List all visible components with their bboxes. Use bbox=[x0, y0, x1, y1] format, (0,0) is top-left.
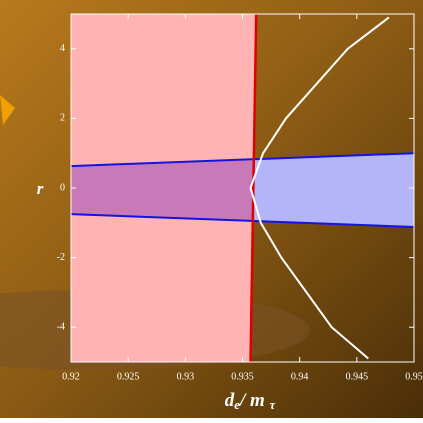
y-axis-label: r bbox=[37, 179, 44, 198]
y-tick-label: 0 bbox=[60, 182, 65, 193]
y-tick-label: 4 bbox=[60, 43, 65, 54]
x-tick-label: 0.945 bbox=[346, 371, 369, 382]
x-tick-label: 0.925 bbox=[117, 371, 140, 382]
x-tick-label: 0.93 bbox=[177, 371, 195, 382]
x-tick-label: 0.92 bbox=[62, 371, 80, 382]
y-tick-label: -2 bbox=[57, 252, 65, 263]
x-axis-label: de/ m τ bbox=[225, 390, 277, 412]
x-label-part: d bbox=[225, 390, 235, 411]
x-tick-label: 0.95 bbox=[405, 371, 423, 382]
y-tick-label: -4 bbox=[57, 321, 65, 332]
x-label-part: / m bbox=[238, 390, 270, 411]
x-tick-label: 0.94 bbox=[291, 371, 309, 382]
y-tick-label: 2 bbox=[60, 113, 65, 124]
x-tick-label: 0.935 bbox=[231, 371, 254, 382]
chart: de/ m τ r 0.92 0.925 0.93 0.935 0.94 0.945 0.9… bbox=[0, 0, 423, 418]
